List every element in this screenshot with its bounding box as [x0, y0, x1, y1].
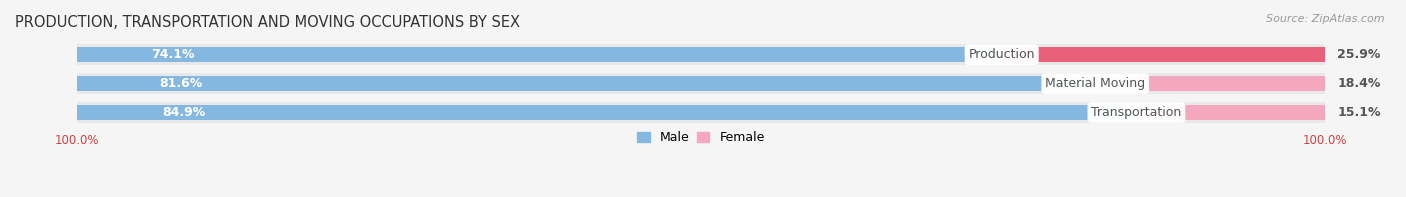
Text: 74.1%: 74.1% [152, 48, 195, 61]
Bar [77, 102, 1324, 123]
Text: 25.9%: 25.9% [1337, 48, 1381, 61]
Text: Transportation: Transportation [1091, 106, 1181, 119]
Bar [77, 105, 1136, 120]
Bar [1001, 47, 1324, 62]
Text: 18.4%: 18.4% [1337, 77, 1381, 90]
Bar [77, 44, 1324, 65]
Text: 84.9%: 84.9% [162, 106, 205, 119]
Text: Source: ZipAtlas.com: Source: ZipAtlas.com [1267, 14, 1385, 24]
Bar [77, 73, 1324, 94]
Bar [77, 76, 1095, 91]
Text: 81.6%: 81.6% [159, 77, 202, 90]
Bar [77, 47, 1001, 62]
Legend: Male, Female: Male, Female [634, 128, 768, 146]
Text: Production: Production [969, 48, 1035, 61]
Text: 15.1%: 15.1% [1337, 106, 1381, 119]
Bar [1136, 105, 1324, 120]
Bar [1095, 76, 1324, 91]
Text: PRODUCTION, TRANSPORTATION AND MOVING OCCUPATIONS BY SEX: PRODUCTION, TRANSPORTATION AND MOVING OC… [15, 15, 520, 30]
Text: Material Moving: Material Moving [1045, 77, 1146, 90]
